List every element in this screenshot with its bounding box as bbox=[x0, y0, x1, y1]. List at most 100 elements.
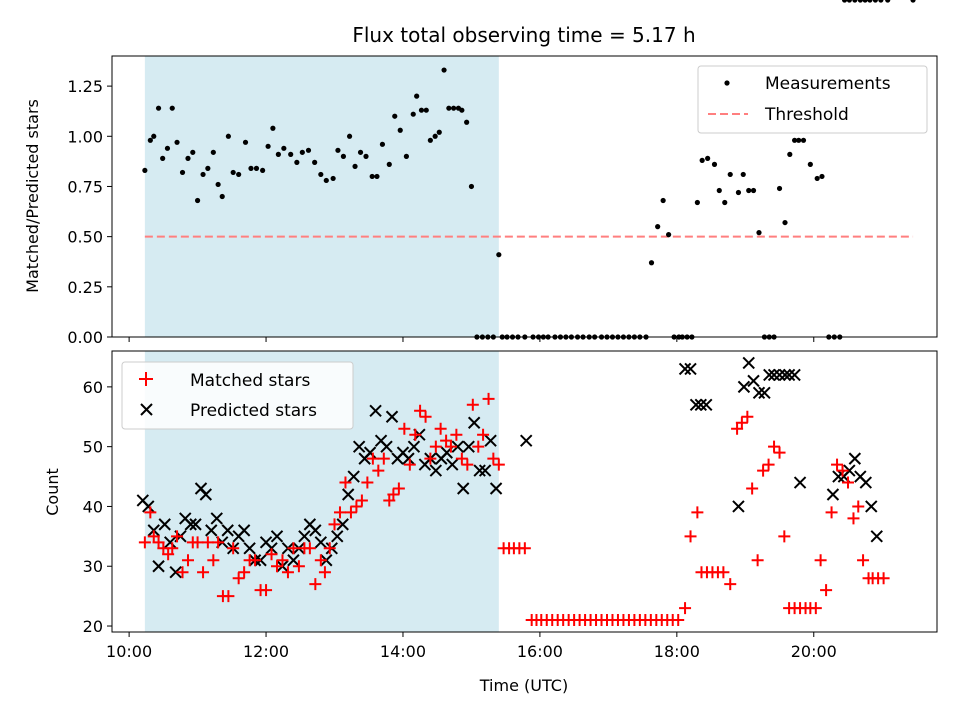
matched-point bbox=[773, 446, 786, 459]
x-tick-label: 10:00 bbox=[106, 642, 152, 661]
matched-point bbox=[820, 584, 833, 597]
bottom-x-ticks: 10:00 12:00 14:00 16:00 18:00 20:00 bbox=[106, 632, 837, 661]
predicted-point bbox=[742, 356, 755, 370]
measurement-point bbox=[160, 155, 166, 161]
legend-predicted-label: Predicted stars bbox=[190, 401, 317, 421]
measurement-point bbox=[294, 159, 300, 165]
top-legend-box bbox=[697, 65, 928, 134]
bottom-y-tick-label: 50 bbox=[83, 438, 103, 457]
measurement-point bbox=[352, 163, 358, 169]
matched-point bbox=[461, 458, 474, 471]
legend-measurements-label: Measurements bbox=[765, 74, 891, 94]
matched-point bbox=[318, 566, 331, 579]
measurement-point bbox=[318, 171, 324, 178]
top-panel: 0.00 0.25 0.50 0.75 1.00 1.25 Matched/Predict… bbox=[23, 0, 938, 347]
matched-point bbox=[684, 530, 697, 543]
predicted-point bbox=[826, 488, 840, 501]
predicted-point bbox=[462, 440, 475, 453]
bottom-legend: Matched stars Predicted stars bbox=[121, 361, 354, 430]
predicted-point bbox=[336, 518, 349, 531]
predicted-point bbox=[407, 440, 421, 453]
measurement-point bbox=[878, 0, 884, 3]
predicted-point bbox=[341, 488, 355, 501]
measurement-point bbox=[147, 137, 153, 143]
matched-point bbox=[238, 566, 251, 579]
bottom-legend-box bbox=[121, 361, 354, 430]
measurement-point bbox=[464, 119, 470, 125]
measurement-point bbox=[305, 147, 312, 153]
matched-point bbox=[836, 464, 849, 477]
bottom-axes-frame bbox=[111, 350, 938, 633]
matched-point bbox=[831, 458, 844, 471]
matched-point bbox=[276, 554, 289, 567]
matched-point bbox=[355, 494, 368, 507]
predicted-point bbox=[142, 500, 155, 513]
matched-points bbox=[139, 393, 890, 627]
measurement-point bbox=[796, 137, 802, 143]
matched-point bbox=[751, 554, 764, 567]
predicted-point bbox=[467, 416, 481, 429]
measurement-point bbox=[363, 153, 369, 159]
matched-point bbox=[287, 542, 300, 555]
measurement-point bbox=[711, 161, 718, 167]
x-tick-label: 18:00 bbox=[654, 642, 700, 661]
matched-point bbox=[392, 482, 405, 495]
measurement-point bbox=[782, 219, 788, 226]
measurement-point bbox=[857, 0, 863, 3]
measurement-point bbox=[281, 145, 287, 151]
matched-point bbox=[227, 542, 240, 555]
matched-point bbox=[429, 440, 442, 453]
predicted-point bbox=[451, 440, 464, 453]
matched-point bbox=[691, 506, 704, 519]
predicted-point bbox=[287, 554, 300, 567]
bottom-y-axis-label: Count bbox=[43, 468, 62, 516]
measurement-point bbox=[655, 224, 661, 230]
measurement-point bbox=[151, 133, 157, 139]
legend-predicted-marker bbox=[140, 403, 153, 416]
predicted-point bbox=[678, 362, 692, 376]
matched-point bbox=[444, 440, 457, 453]
measurement-point bbox=[867, 0, 873, 3]
predicted-point bbox=[484, 434, 497, 447]
predicted-point bbox=[689, 398, 703, 412]
predicted-point bbox=[782, 368, 796, 382]
predicted-point bbox=[737, 380, 751, 394]
predicted-point bbox=[446, 458, 459, 471]
matched-point bbox=[419, 410, 432, 423]
matched-point bbox=[679, 602, 692, 615]
measurement-point bbox=[862, 0, 868, 3]
measurement-point bbox=[230, 169, 236, 176]
predicted-point bbox=[309, 524, 322, 537]
measurement-point bbox=[275, 151, 281, 157]
legend-threshold-label: Threshold bbox=[764, 105, 849, 125]
top-axes-frame bbox=[111, 55, 938, 338]
matched-point bbox=[518, 542, 531, 555]
measurement-point bbox=[374, 173, 380, 180]
matched-point bbox=[344, 506, 357, 519]
predicted-point bbox=[402, 452, 415, 465]
matched-point bbox=[735, 416, 748, 429]
predicted-point bbox=[429, 464, 443, 477]
predicted-points bbox=[136, 356, 883, 579]
measurement-point bbox=[735, 189, 742, 196]
measurement-point bbox=[819, 173, 825, 180]
measurement-point bbox=[312, 159, 318, 165]
top-y-tick-label: 0.25 bbox=[67, 278, 103, 297]
measurement-point bbox=[174, 139, 180, 145]
predicted-point bbox=[314, 536, 328, 549]
measurement-point bbox=[446, 105, 452, 111]
top-legend: Measurements Threshold bbox=[697, 65, 928, 134]
top-y-tick-label: 1.25 bbox=[67, 77, 103, 96]
measurement-point bbox=[369, 173, 375, 180]
measurement-point bbox=[427, 137, 433, 143]
predicted-point bbox=[237, 524, 251, 537]
matched-point bbox=[857, 554, 870, 567]
matched-point bbox=[181, 554, 194, 567]
matched-point bbox=[409, 428, 422, 441]
matched-point bbox=[271, 560, 283, 573]
measurement-point bbox=[800, 137, 807, 143]
measurement-point bbox=[776, 185, 783, 192]
predicted-point bbox=[385, 410, 399, 423]
measurement-point bbox=[169, 105, 175, 111]
measurement-point bbox=[379, 141, 386, 147]
